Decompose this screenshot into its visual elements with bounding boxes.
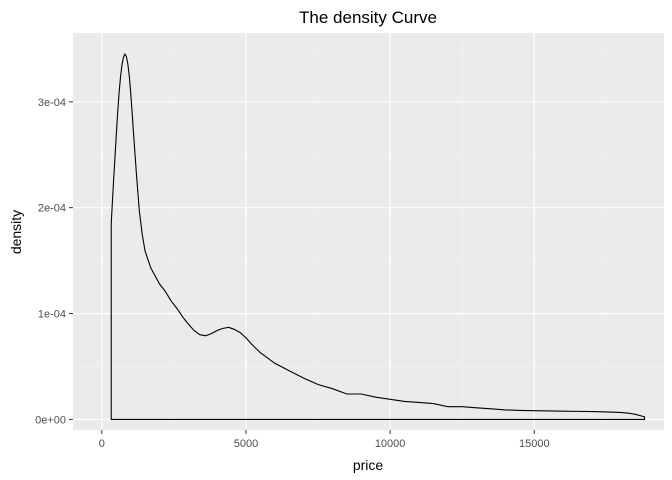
x-axis-ticks: 0 5000 10000 15000	[99, 430, 550, 450]
y-axis-title: density	[8, 210, 24, 254]
x-tick-label: 10000	[375, 438, 406, 450]
y-tick-label: 2e-04	[38, 203, 66, 215]
x-tick-label: 5000	[234, 438, 258, 450]
y-tick-label: 3e-04	[38, 97, 66, 109]
y-tick-label: 1e-04	[38, 309, 66, 321]
density-curve	[110, 53, 646, 420]
x-tick-label: 0	[99, 438, 105, 450]
plot-panel	[73, 33, 664, 430]
y-tick-label: 0e+00	[35, 414, 66, 426]
minor-gridlines	[73, 33, 664, 430]
x-tick-label: 15000	[519, 438, 550, 450]
y-axis-ticks: 0e+00 1e-04 2e-04 3e-04	[35, 97, 73, 426]
chart-title: The density Curve	[299, 8, 437, 27]
x-axis-title: price	[353, 457, 384, 473]
